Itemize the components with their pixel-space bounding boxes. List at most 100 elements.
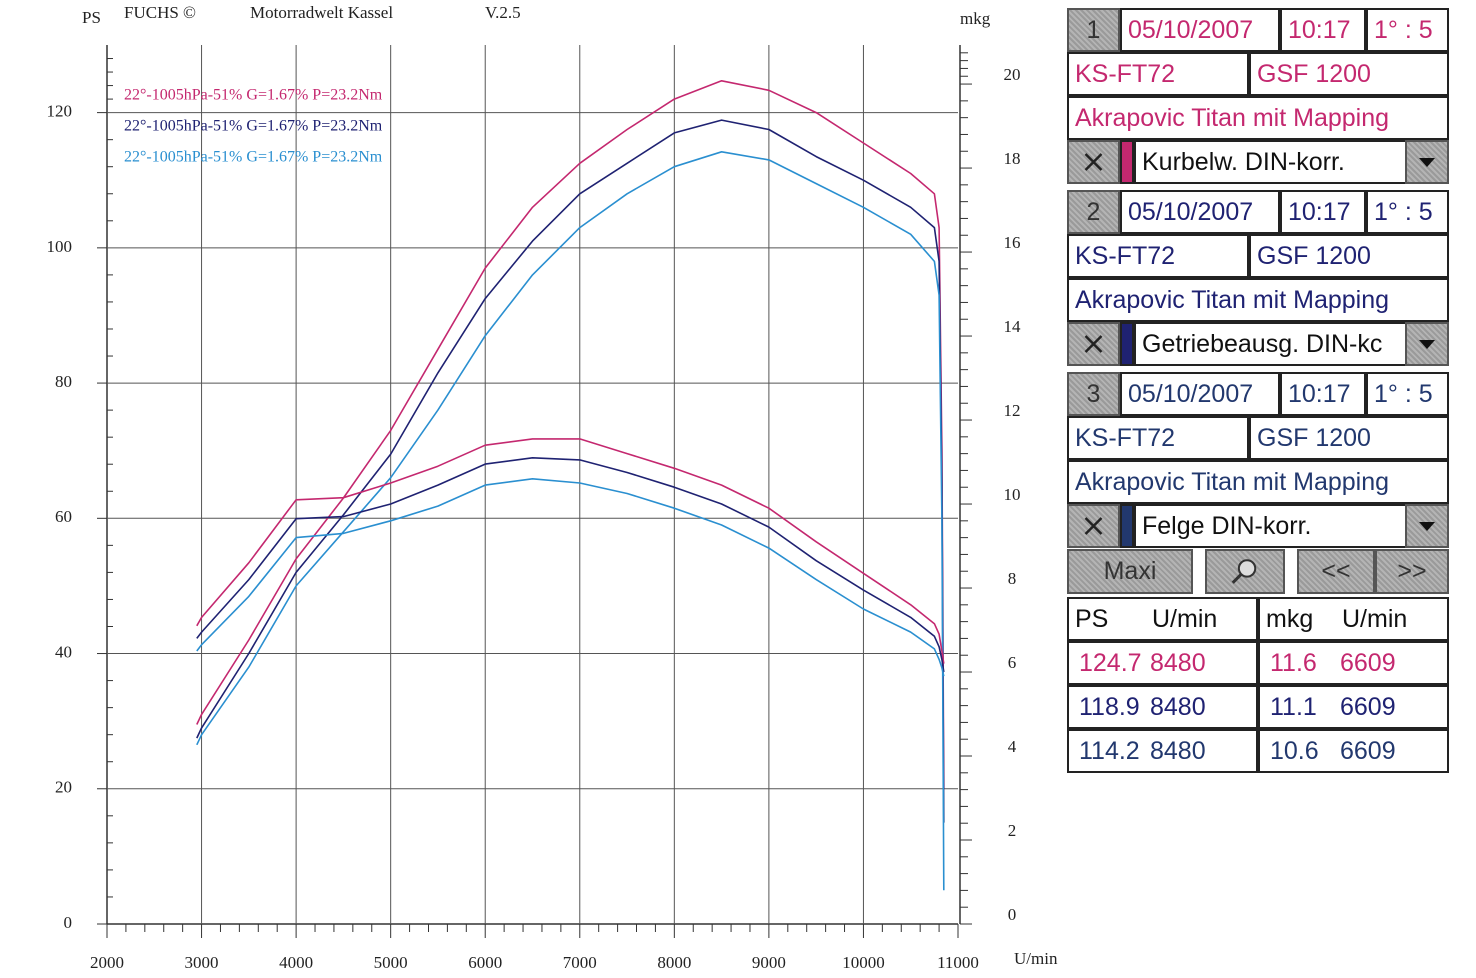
run-plate: KS-FT72 [1067,234,1249,278]
table-cell: 6609 [1336,641,1449,685]
x-tick-label: 6000 [468,953,502,972]
y2-tick-label: 14 [1004,317,1022,336]
power-line [196,119,945,823]
y-axis-label: PS [82,8,101,27]
power-line [196,80,945,789]
table-cell: 6609 [1336,685,1449,729]
y2-tick-label: 20 [1004,65,1021,84]
run-color-swatch [1120,504,1134,548]
run-number[interactable]: 2 [1067,190,1120,234]
run-date: 05/10/2007 [1120,8,1280,52]
table-header: U/min [1146,597,1258,641]
table-cell: 118.9 [1067,685,1146,729]
table-cell: 8480 [1146,685,1258,729]
table-cell: 8480 [1146,641,1258,685]
torque-line [196,438,945,664]
measure-dropdown: Getriebeausg. DIN-kc [1134,322,1407,366]
x-tick-label: 5000 [374,953,408,972]
run-ratio: 1° : 5 [1366,190,1449,234]
run-number[interactable]: 3 [1067,372,1120,416]
x-tick-label: 3000 [185,953,219,972]
y2-tick-label: 8 [1008,569,1017,588]
table-cell: 6609 [1336,729,1449,773]
close-button[interactable] [1067,140,1120,184]
run-description: Akrapovic Titan mit Mapping [1067,460,1449,504]
table-cell: 11.1 [1258,685,1336,729]
run-number[interactable]: 1 [1067,8,1120,52]
x-tick-label: 8000 [657,953,691,972]
header-shop: Motorradwelt Kassel [250,3,393,22]
run-time: 10:17 [1280,8,1366,52]
y-tick-label: 40 [55,642,72,661]
legend-entry: 22°-1005hPa-51% G=1.67% P=23.2Nm [124,118,383,135]
dropdown-arrow[interactable] [1405,322,1449,366]
run-plate: KS-FT72 [1067,416,1249,460]
run-description: Akrapovic Titan mit Mapping [1067,96,1449,140]
close-button[interactable] [1067,322,1120,366]
legend-entry: 22°-1005hPa-51% G=1.67% P=23.2Nm [124,149,383,166]
y-tick-label: 20 [55,778,72,797]
y-tick-label: 100 [47,237,73,256]
y-tick-label: 80 [55,372,72,391]
run-color-swatch [1120,140,1134,184]
legend-entry: 22°-1005hPa-51% G=1.67% P=23.2Nm [124,87,383,104]
run-model: GSF 1200 [1249,416,1449,460]
y2-tick-label: 4 [1008,737,1017,756]
y-tick-label: 0 [64,913,73,932]
back-button[interactable]: << [1297,549,1375,594]
icon [1084,335,1103,353]
table-header: PS [1067,597,1146,641]
x-tick-label: 10000 [842,953,885,972]
y-tick-label: 60 [55,507,72,526]
x-tick-label: 7000 [563,953,597,972]
y2-tick-label: 0 [1008,905,1017,924]
run-date: 05/10/2007 [1120,372,1280,416]
table-header: mkg [1258,597,1336,641]
y2-axis-label: mkg [960,9,991,28]
icon [1419,340,1435,349]
dropdown-arrow[interactable] [1405,504,1449,548]
run-ratio: 1° : 5 [1366,372,1449,416]
y2-tick-label: 2 [1008,821,1017,840]
table-header: U/min [1336,597,1449,641]
run-model: GSF 1200 [1249,52,1449,96]
icon [1419,522,1435,531]
x-tick-label: 4000 [279,953,313,972]
y2-tick-label: 10 [1004,485,1021,504]
header-brand: FUCHS © [124,3,196,22]
x-tick-label: 2000 [90,953,124,972]
x-tick-label: 9000 [752,953,786,972]
icon [1419,158,1435,167]
forward-button[interactable]: >> [1375,549,1449,594]
run-plate: KS-FT72 [1067,52,1249,96]
torque-line [196,457,945,673]
close-button[interactable] [1067,504,1120,548]
icon [1084,153,1103,171]
table-cell: 11.6 [1258,641,1336,685]
x-tick-label: 11000 [937,953,979,972]
y2-tick-label: 18 [1004,149,1021,168]
y2-tick-label: 6 [1008,653,1017,672]
maxi-button[interactable]: Maxi [1067,549,1193,594]
y2-tick-label: 12 [1004,401,1021,420]
x-axis-label: U/min [1014,949,1058,968]
icon [1231,559,1257,584]
dropdown-arrow[interactable] [1405,140,1449,184]
zoom-button[interactable] [1205,549,1285,594]
run-time: 10:17 [1280,372,1366,416]
y2-tick-label: 16 [1004,233,1021,252]
measure-dropdown: Kurbelw. DIN-korr. [1134,140,1407,184]
power-line [196,151,945,891]
run-color-swatch [1120,322,1134,366]
table-cell: 8480 [1146,729,1258,773]
run-model: GSF 1200 [1249,234,1449,278]
icon [1084,517,1103,535]
torque-line [196,478,945,677]
run-description: Akrapovic Titan mit Mapping [1067,278,1449,322]
table-cell: 114.2 [1067,729,1146,773]
table-cell: 10.6 [1258,729,1336,773]
measure-dropdown: Felge DIN-korr. [1134,504,1407,548]
run-ratio: 1° : 5 [1366,8,1449,52]
